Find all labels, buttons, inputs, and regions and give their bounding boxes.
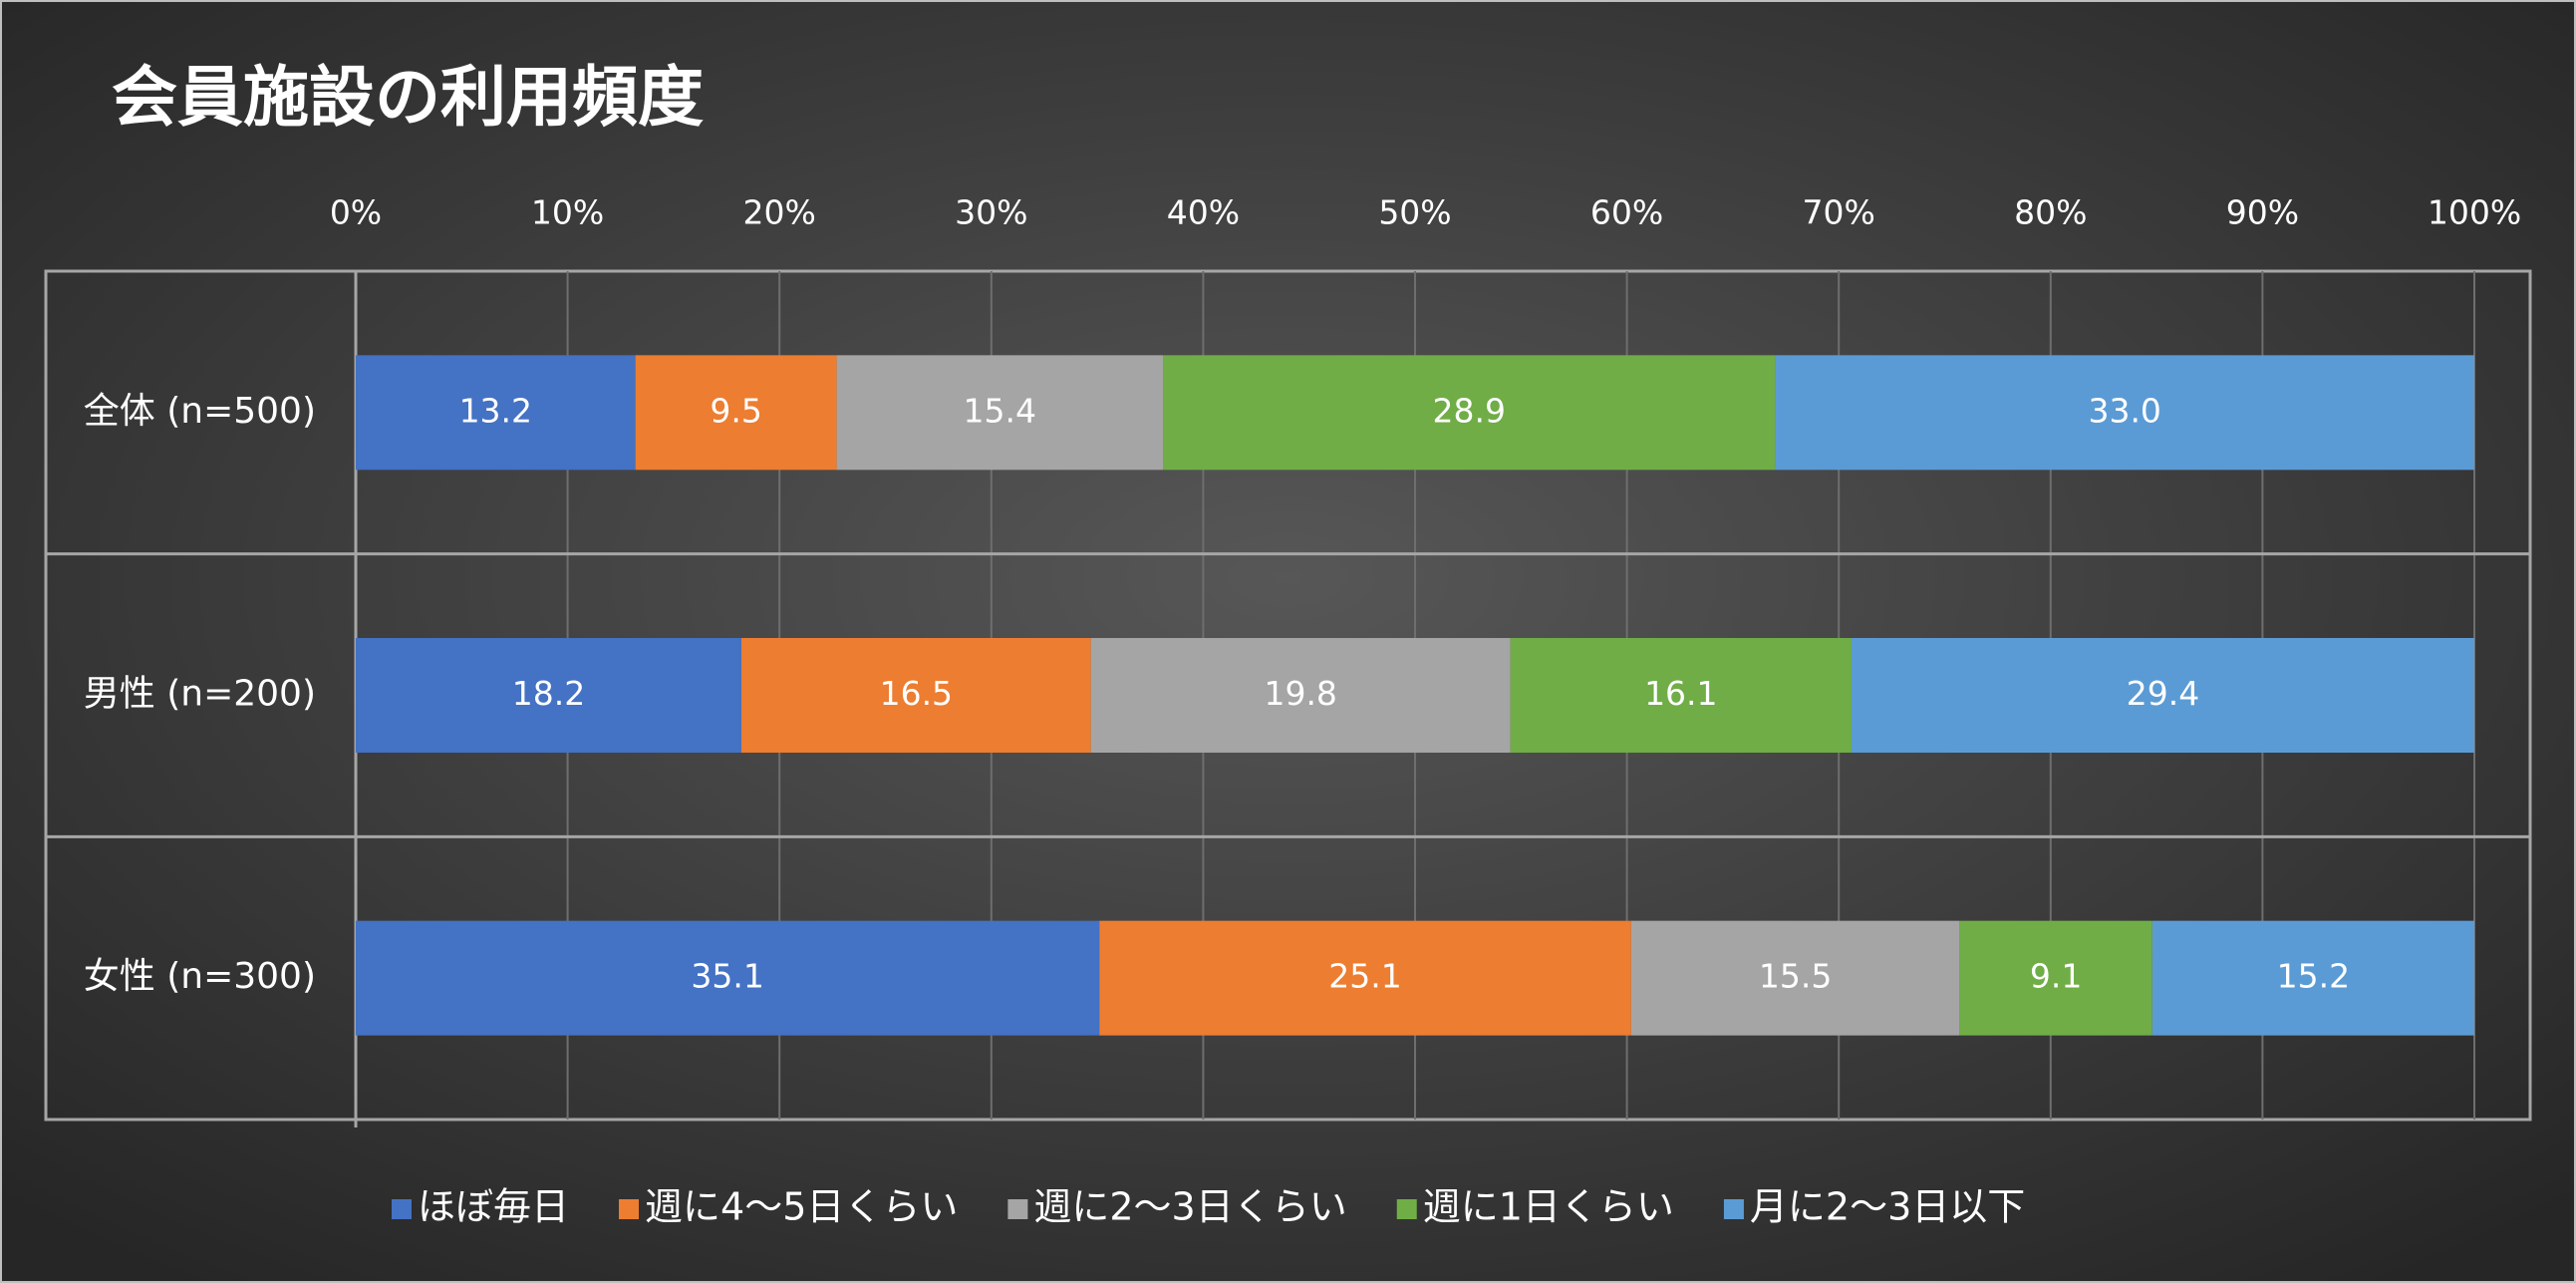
x-tick-label: 20% (743, 193, 816, 232)
legend-swatch (619, 1199, 640, 1219)
data-label: 16.1 (1644, 674, 1717, 713)
data-label: 15.2 (2277, 957, 2350, 996)
data-label: 28.9 (1432, 391, 1505, 430)
legend-label: 週に1日くらい (1423, 1185, 1674, 1229)
bar (356, 638, 741, 753)
bar (2151, 920, 2474, 1036)
data-label: 29.4 (2127, 674, 2199, 713)
chart-title: 会員施設の利用頻度 (112, 59, 704, 136)
data-label: 25.1 (1328, 957, 1401, 996)
x-tick-label: 50% (1378, 193, 1451, 232)
y-tick-label: 女性 (n=300) (84, 956, 316, 997)
legend-label: 週に4〜5日くらい (645, 1185, 958, 1229)
x-tick-label: 80% (2014, 193, 2087, 232)
plot-frame (44, 269, 2532, 1122)
y-tick-label: 全体 (n=500) (84, 391, 316, 432)
bar (1775, 355, 2474, 471)
data-label: 13.2 (459, 391, 532, 430)
bar (1163, 355, 1776, 471)
data-label: 19.8 (1264, 674, 1336, 713)
bar (1099, 920, 1631, 1036)
legend-label: ほぼ毎日 (418, 1185, 569, 1229)
data-label: 15.4 (964, 391, 1036, 430)
bar (1510, 638, 1852, 753)
x-tick-label: 30% (955, 193, 1027, 232)
x-tick-label: 90% (2226, 193, 2299, 232)
x-tick-label: 60% (1590, 193, 1663, 232)
x-tick-label: 40% (1167, 193, 1240, 232)
legend-label: 月に2〜3日以下 (1750, 1185, 2025, 1229)
x-tick-label: 100% (2428, 193, 2521, 232)
bar (1090, 638, 1511, 753)
data-label: 35.1 (691, 957, 763, 996)
legend-label: 週に2〜3日くらい (1033, 1185, 1346, 1229)
bar (635, 355, 837, 471)
bar (1851, 638, 2474, 753)
data-label: 33.0 (2088, 391, 2160, 430)
data-label: 18.2 (512, 674, 585, 713)
bar (356, 920, 1100, 1036)
data-label: 9.5 (710, 391, 761, 430)
x-tick-label: 10% (531, 193, 604, 232)
x-tick-label: 0% (330, 193, 382, 232)
bar (356, 355, 636, 471)
legend-swatch (392, 1199, 412, 1219)
x-tick-label: 70% (1803, 193, 1875, 232)
bar (1630, 920, 1960, 1036)
bar (740, 638, 1091, 753)
y-tick-label: 男性 (n=200) (84, 674, 316, 715)
bar (1959, 920, 2152, 1036)
data-label: 9.1 (2030, 957, 2082, 996)
bar (836, 355, 1164, 471)
data-label: 15.5 (1759, 957, 1832, 996)
legend-swatch (1723, 1199, 1744, 1219)
legend-swatch (1007, 1199, 1028, 1219)
data-label: 16.5 (880, 674, 953, 713)
legend-swatch (1396, 1199, 1417, 1219)
